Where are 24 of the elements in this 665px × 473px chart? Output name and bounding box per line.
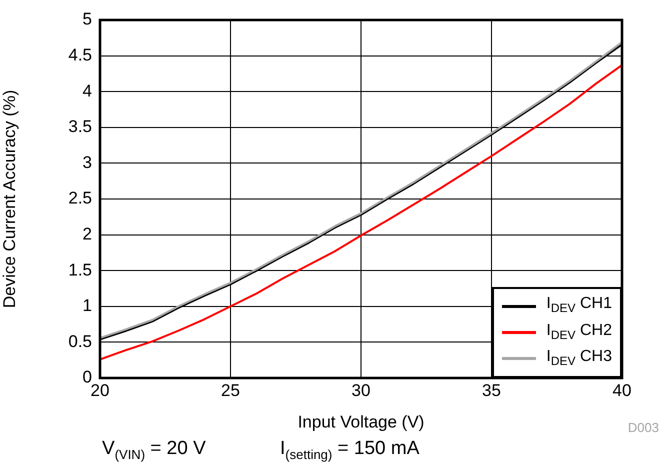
x-axis-title: Input Voltage (V) — [298, 412, 424, 432]
x-tick-label: 25 — [221, 380, 240, 400]
legend-label: I$_{DEV}$ CH3 — [546, 346, 612, 370]
y-tick-label: 4 — [82, 81, 92, 100]
y-tick-label: 1 — [82, 296, 92, 316]
y-tick-label: 0.5 — [68, 332, 92, 351]
x-tick-label: 35 — [482, 380, 501, 400]
x-tick-label: 20 — [90, 380, 110, 400]
y-tick-label: 3 — [82, 152, 92, 172]
y-axis-title: Device Current Accuracy (%) — [0, 90, 19, 308]
y-tick-label: 4.5 — [68, 45, 92, 64]
y-tick-label: 0 — [82, 368, 92, 387]
y-tick-label: 3.5 — [68, 117, 92, 136]
x-tick-label: 30 — [352, 380, 370, 400]
text: D003 — [628, 420, 659, 435]
text: I$_{(setting)}$ = 150 mA — [280, 438, 420, 462]
text: V$_{(VIN)}$ = 20 V — [102, 438, 206, 462]
y-tick-label: 2.5 — [68, 188, 92, 208]
y-tick-label: 1.5 — [68, 260, 92, 280]
y-tick-label: 5 — [82, 10, 92, 29]
x-tick-label: 40 — [612, 380, 632, 400]
legend-label: I$_{DEV}$ CH2 — [546, 320, 612, 344]
y-tick-label: 2 — [82, 224, 92, 244]
legend-label: I$_{DEV}$ CH1 — [546, 294, 612, 318]
